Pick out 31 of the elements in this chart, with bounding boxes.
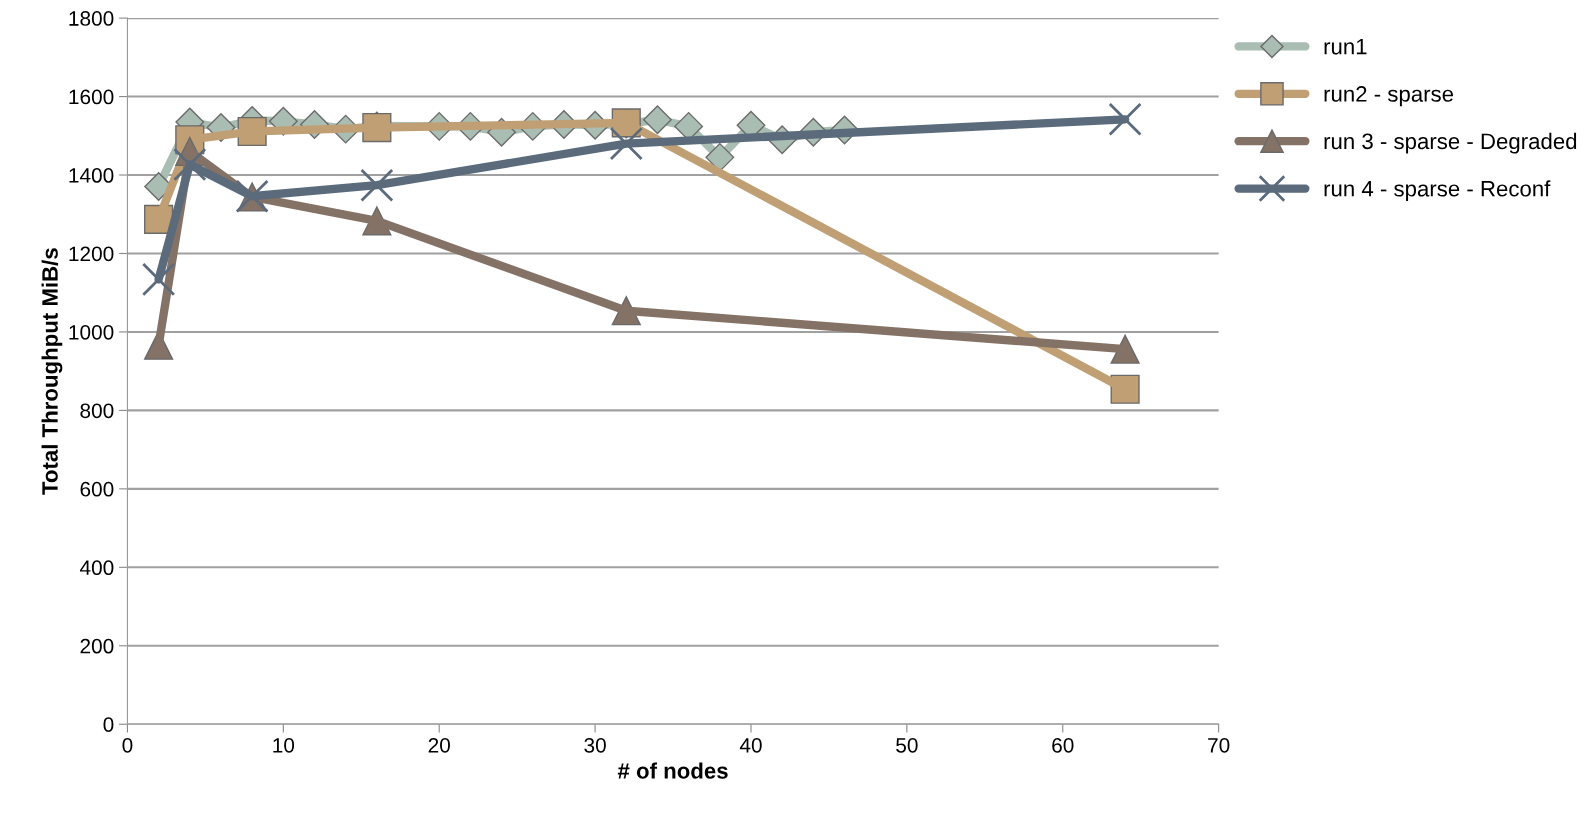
legend-label: run 3 - sparse - Degraded bbox=[1324, 132, 1577, 154]
x-tick-label: 0 bbox=[122, 737, 133, 753]
point bbox=[360, 168, 394, 202]
y-tick-label: 200 bbox=[80, 638, 114, 654]
point bbox=[173, 147, 207, 182]
legend-label: run2 - sparse bbox=[1324, 86, 1454, 107]
x-tick-label: 10 bbox=[273, 737, 295, 753]
x-tick-label: 50 bbox=[896, 737, 918, 753]
y-tick-label: 1400 bbox=[69, 168, 114, 183]
y-tick-label: 800 bbox=[80, 403, 114, 419]
y-tick-label: 1800 bbox=[69, 11, 114, 26]
point bbox=[609, 126, 643, 161]
point bbox=[1108, 102, 1142, 136]
y-tick-label: 400 bbox=[79, 560, 114, 576]
y-tick-label: 1600 bbox=[69, 89, 114, 105]
x-axis-title: # of nodes bbox=[617, 762, 728, 779]
y-axis-title: Total Throughput MiB/s bbox=[41, 248, 63, 495]
x-tick-label: 30 bbox=[584, 737, 606, 753]
legend-label: run 4 - sparse - Reconf bbox=[1324, 180, 1551, 201]
y-tick-label: 1000 bbox=[69, 324, 114, 340]
point bbox=[643, 105, 672, 135]
y-tick-label: 1200 bbox=[69, 246, 114, 262]
x-tick-label: 70 bbox=[1208, 737, 1230, 753]
point bbox=[141, 262, 176, 297]
point bbox=[705, 142, 735, 172]
y-tick-label: 0 bbox=[103, 717, 114, 732]
y-tick-label: 600 bbox=[80, 481, 114, 497]
x-tick-label: 60 bbox=[1052, 737, 1074, 753]
x-tick-label: 20 bbox=[428, 737, 450, 753]
x-tick-label: 40 bbox=[739, 737, 762, 753]
legend-label: run1 bbox=[1324, 38, 1367, 55]
